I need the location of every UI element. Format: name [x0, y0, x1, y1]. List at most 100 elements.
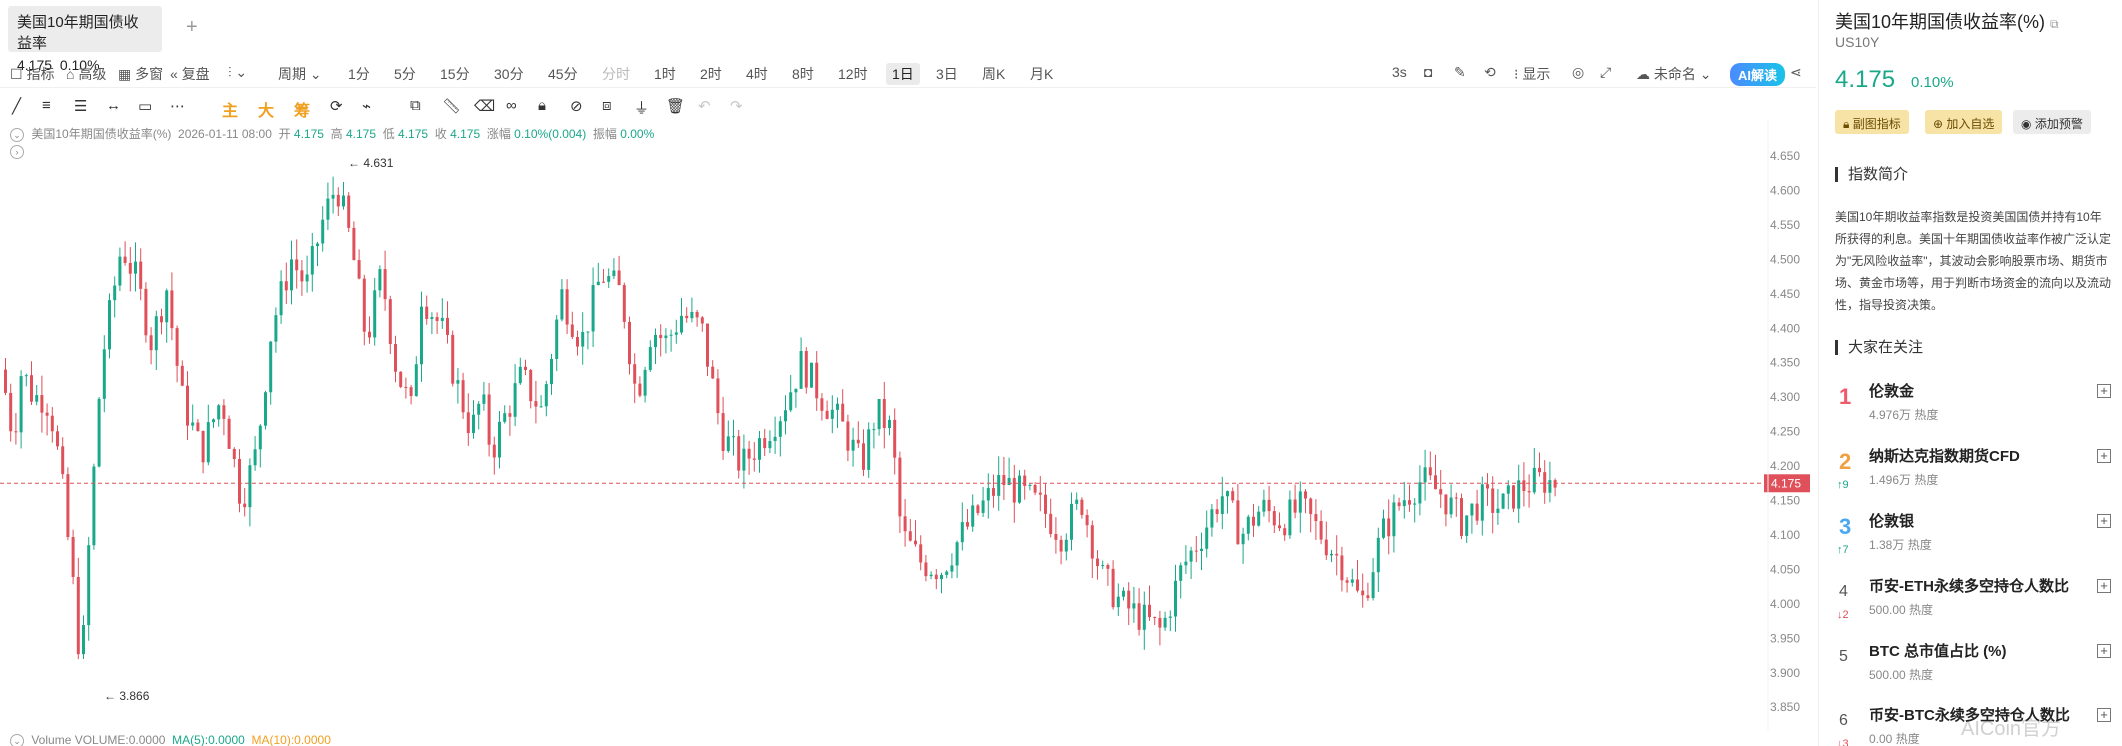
add-icon[interactable]: + — [2097, 644, 2111, 658]
period-5m[interactable]: 5分 — [394, 66, 416, 82]
period-4h[interactable]: 4时 — [746, 66, 768, 82]
expand-icon[interactable]: › — [10, 144, 24, 159]
collapse-icon[interactable]: ⌄ — [10, 127, 24, 142]
lock-icon[interactable]: 🔒︎ — [538, 97, 546, 114]
line-tool-icon[interactable]: ╱ — [12, 98, 22, 115]
hide-icon[interactable]: ⊘ — [570, 98, 583, 115]
ai-interpret-button[interactable]: AI解读 — [1730, 63, 1786, 86]
hot-item[interactable]: 1 伦敦金 4.976万 热度 + — [1819, 378, 2122, 442]
magnet-icon[interactable]: ⌁ — [362, 98, 372, 115]
candle-body — [934, 574, 938, 580]
candle-body — [570, 324, 574, 337]
sync-icon[interactable]: ⟳ — [330, 98, 343, 115]
candle-body — [82, 625, 85, 655]
undo-icon[interactable]: ↶ — [698, 98, 711, 115]
add-watchlist-button[interactable]: ⊕ 加入自选 — [1925, 110, 2003, 134]
candle-body — [102, 349, 106, 399]
period-30m[interactable]: 30分 — [494, 66, 524, 82]
chip-toggle[interactable]: 筹 — [294, 103, 311, 120]
add-icon[interactable]: + — [2097, 449, 2111, 463]
period-timeshare[interactable]: 分时 — [602, 66, 630, 82]
y-tick-label: 4.150 — [1770, 494, 1800, 508]
period-month[interactable]: 月K — [1030, 66, 1054, 82]
rect-tool-icon[interactable]: ▭ — [138, 98, 153, 115]
period-dropdown[interactable]: 周期 ⌄ — [278, 66, 322, 82]
hot-item[interactable]: 4 ↓2 币安-ETH永续多空持仓人数比 500.00 热度 + — [1819, 573, 2122, 637]
replay-button[interactable]: « 复盘 — [170, 66, 210, 82]
big-order-toggle[interactable]: 大 — [258, 103, 275, 120]
candle-body — [643, 369, 647, 396]
candle-body — [721, 413, 725, 452]
add-tab-button[interactable]: + — [186, 16, 198, 38]
candle-body — [1267, 499, 1271, 512]
copy-icon[interactable]: ⧉ — [2050, 17, 2059, 31]
trash-icon[interactable]: 🗑︎ — [666, 98, 686, 115]
parallel-tool-icon[interactable]: ☰ — [74, 98, 88, 115]
sub-indicator-button[interactable]: 🔒︎ 副图指标 — [1835, 110, 1909, 134]
ruler-icon[interactable]: 📏︎ — [442, 98, 462, 115]
candle-body — [1491, 488, 1495, 513]
candle-body — [1028, 484, 1032, 486]
candle-body — [940, 574, 943, 580]
period-1m[interactable]: 1分 — [348, 66, 370, 82]
redo-icon[interactable]: ↷ — [730, 98, 743, 115]
copy-icon[interactable]: ⧉ — [410, 97, 421, 114]
hot-item[interactable]: 3 ↑7 伦敦银 1.38万 热度 + — [1819, 508, 2122, 572]
candle-body — [846, 421, 850, 451]
hot-name: 伦敦银 — [1869, 513, 1915, 530]
period-2h[interactable]: 2时 — [700, 66, 722, 82]
candle-body — [1111, 568, 1115, 608]
indicator-button[interactable]: ☐ 指标 — [10, 66, 55, 82]
add-icon[interactable]: + — [2097, 579, 2111, 593]
period-week[interactable]: 周K — [982, 66, 1006, 82]
hot-item[interactable]: 5 BTC 总市值占比 (%) 500.00 热度 + — [1819, 638, 2122, 702]
volume-collapse-icon[interactable]: ⌄ — [10, 733, 24, 746]
refresh-interval[interactable]: 3s — [1392, 64, 1407, 80]
candlestick-chart[interactable]: 4.650 4.600 4.550 4.500 4.450 4.400 4.350 4.300… — [0, 120, 1816, 730]
candle-body — [1330, 553, 1333, 556]
hline-tool-icon[interactable]: ≡ — [42, 97, 51, 114]
eraser-icon[interactable]: ⌫ — [474, 98, 496, 115]
settings-icon[interactable]: ◎ — [1572, 64, 1585, 80]
candle-body — [316, 243, 319, 247]
add-alert-button[interactable]: ◉ 添加预警 — [2013, 110, 2091, 134]
hot-item[interactable]: 6 ↓3 币安-BTC永续多空持仓人数比 0.00 热度 + — [1819, 702, 2122, 746]
add-icon[interactable]: + — [2097, 514, 2111, 528]
camera-icon[interactable]: ◘ — [1424, 64, 1433, 80]
ray-tool-icon[interactable]: ↔ — [106, 97, 121, 114]
candle-body — [35, 395, 39, 402]
chart-type-button[interactable]: ⫶ ⌄ — [228, 64, 248, 80]
period-8h[interactable]: 8时 — [792, 66, 814, 82]
alert-icon[interactable]: ⟲ — [1484, 64, 1496, 80]
period-1h[interactable]: 1时 — [654, 66, 676, 82]
hot-item[interactable]: 2 ↑9 纳斯达克指数期货CFD 1.496万 热度 + — [1819, 443, 2122, 507]
candle-body — [534, 401, 538, 407]
pen-icon[interactable]: ✎ — [1454, 64, 1466, 80]
period-15m[interactable]: 15分 — [440, 66, 470, 82]
period-1d[interactable]: 1日 — [886, 63, 920, 85]
period-3d[interactable]: 3日 — [936, 66, 958, 82]
candle-body — [1059, 539, 1063, 552]
candle-body — [810, 362, 813, 388]
main-chart-toggle[interactable]: 主 — [222, 103, 239, 120]
layout-dropdown[interactable]: ☁ 未命名 ⌄ — [1636, 66, 1712, 82]
filter-icon[interactable]: ⏚ — [634, 100, 650, 117]
fullscreen-icon[interactable]: ⤢ — [1600, 64, 1612, 80]
link-icon[interactable]: ∞ — [506, 97, 517, 114]
add-icon[interactable]: + — [2097, 384, 2111, 398]
multi-window-button[interactable]: ▦ 多窗 — [118, 66, 164, 82]
period-45m[interactable]: 45分 — [548, 66, 578, 82]
candle-body — [108, 300, 111, 350]
layers-icon[interactable]: ⧈ — [602, 97, 612, 114]
period-12h[interactable]: 12时 — [838, 66, 868, 82]
more-tools-icon[interactable]: ⋯ — [170, 98, 185, 115]
display-button[interactable]: ⁝ 显示 — [1514, 66, 1551, 82]
candle-body — [1252, 516, 1255, 526]
symbol-tab[interactable]: 美国10年期国债收益率 4.175 0.10% — [8, 6, 162, 73]
candle-body — [1236, 500, 1240, 545]
share-icon[interactable]: ⋖ — [1790, 64, 1802, 80]
hot-title: 大家在关注 — [1835, 340, 1923, 355]
add-icon[interactable]: + — [2097, 708, 2111, 722]
advanced-button[interactable]: ⌂ 高级 — [66, 66, 107, 82]
candle-body — [1070, 503, 1073, 540]
